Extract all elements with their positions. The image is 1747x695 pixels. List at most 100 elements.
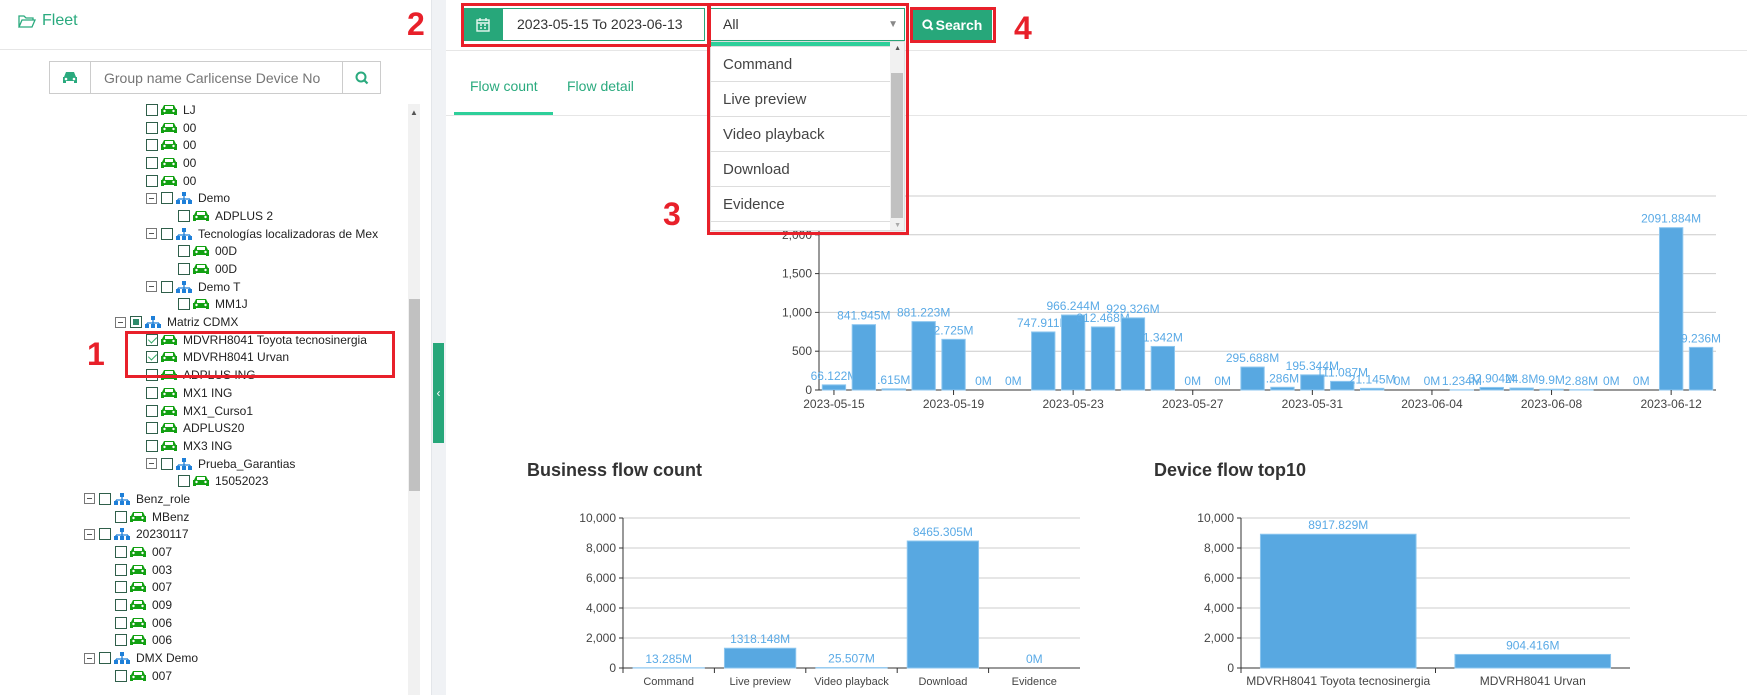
checkbox[interactable] (146, 104, 158, 116)
collapse-toggle-icon[interactable] (115, 316, 126, 328)
tree-device[interactable]: 006 (0, 632, 405, 650)
collapse-toggle-icon[interactable] (84, 493, 95, 505)
tree-group[interactable]: Demo (0, 189, 405, 207)
tree-group[interactable]: Prueba_Garantias (0, 455, 405, 473)
tree-group[interactable]: Matriz CDMX (0, 313, 405, 331)
checkbox[interactable] (178, 245, 190, 258)
tree-device[interactable]: 007 (0, 579, 405, 597)
dropdown-scrollbar[interactable]: ▲ ▼ (890, 42, 904, 230)
tree-label: 20230117 (136, 527, 189, 542)
tree-group[interactable]: Tecnologías localizadoras de Mex (0, 225, 405, 243)
tree-group[interactable]: Demo T (0, 278, 405, 296)
scroll-up-arrow-icon[interactable]: ▲ (410, 108, 418, 117)
tree-device[interactable]: 00D (0, 243, 405, 261)
checkbox[interactable] (146, 174, 158, 187)
checkbox[interactable] (99, 652, 111, 665)
fleet-search-input[interactable] (91, 62, 342, 93)
dropdown-option-video-playback[interactable]: Video playback (711, 117, 891, 152)
collapse-toggle-icon[interactable] (146, 192, 157, 204)
checkbox[interactable] (99, 528, 111, 541)
tree-device[interactable]: 00D (0, 260, 405, 278)
tree-label: Demo T (198, 279, 241, 294)
scroll-up-arrow-icon[interactable]: ▲ (894, 45, 901, 52)
collapse-toggle-icon[interactable] (146, 458, 157, 470)
checkbox[interactable] (115, 599, 127, 612)
checkbox[interactable] (146, 351, 158, 364)
tab-flow-detail[interactable]: Flow detail (567, 78, 634, 94)
checkbox[interactable] (161, 280, 173, 293)
tree-device[interactable]: MX1_Curso1 (0, 402, 405, 420)
tree-device[interactable]: 003 (0, 561, 405, 579)
tree-device[interactable]: 15052023 (0, 472, 405, 490)
tree-device[interactable]: 00 (0, 154, 405, 172)
tree-device[interactable]: MDVRH8041 Toyota tecnosinergia (0, 331, 405, 349)
dropdown-option-command[interactable]: Command (711, 47, 891, 82)
checkbox[interactable] (146, 439, 158, 452)
collapse-toggle-icon[interactable] (146, 281, 157, 293)
checkbox[interactable] (161, 227, 173, 240)
tree-group[interactable]: Benz_role (0, 490, 405, 508)
checkbox[interactable] (130, 316, 142, 329)
checkbox[interactable] (115, 510, 127, 523)
fleet-header[interactable]: Fleet (18, 12, 78, 30)
tree-device[interactable]: 00 (0, 119, 405, 137)
checkbox[interactable] (146, 121, 158, 134)
tree-device[interactable]: 007 (0, 667, 405, 685)
tree-scrollbar-thumb[interactable] (409, 299, 420, 491)
checkbox[interactable] (115, 669, 127, 682)
checkbox[interactable] (146, 386, 158, 399)
checkbox[interactable] (161, 192, 173, 205)
dropdown-scrollbar-thumb[interactable] (891, 73, 903, 218)
tree-device[interactable]: MX3 ING (0, 437, 405, 455)
checkbox[interactable] (146, 422, 158, 435)
tree-device[interactable]: 007 (0, 543, 405, 561)
checkbox[interactable] (146, 156, 158, 169)
checkbox[interactable] (146, 333, 158, 346)
checkbox[interactable] (146, 404, 158, 417)
vehicle-filter-button[interactable] (50, 62, 91, 93)
checkbox[interactable] (99, 492, 111, 505)
x-tick-label: MDVRH8041 Toyota tecnosinergia (1246, 674, 1430, 688)
collapse-sidebar-button[interactable]: ‹ (433, 343, 444, 443)
tree-group[interactable]: 20230117 (0, 526, 405, 544)
collapse-toggle-icon[interactable] (84, 652, 95, 664)
collapse-toggle-icon[interactable] (146, 228, 157, 240)
tree-device[interactable]: 00 (0, 136, 405, 154)
checkbox[interactable] (115, 546, 127, 559)
checkbox[interactable] (178, 209, 190, 222)
collapse-toggle-icon[interactable] (84, 528, 95, 540)
search-button[interactable]: Search (912, 10, 992, 40)
y-tick-label: 10,000 (579, 511, 616, 525)
checkbox[interactable] (178, 298, 190, 311)
tree-device[interactable]: 00 (0, 172, 405, 190)
checkbox[interactable] (161, 457, 173, 470)
checkbox[interactable] (178, 475, 190, 488)
checkbox[interactable] (146, 139, 158, 152)
checkbox[interactable] (115, 616, 127, 629)
tree-device[interactable]: 006 (0, 614, 405, 632)
scroll-down-arrow-icon[interactable]: ▼ (894, 222, 901, 229)
tree-group[interactable]: DMX Demo (0, 649, 405, 667)
x-tick-label: 2023-06-08 (1521, 397, 1583, 411)
dropdown-option-live-preview[interactable]: Live preview (711, 82, 891, 117)
dropdown-option-evidence[interactable]: Evidence (711, 187, 891, 222)
fleet-search-button[interactable] (342, 62, 380, 93)
tree-device[interactable]: ADPLUS20 (0, 419, 405, 437)
tree-device[interactable]: ADPLUS 2 (0, 207, 405, 225)
tab-flow-count[interactable]: Flow count (470, 78, 538, 94)
checkbox[interactable] (115, 581, 127, 594)
tree-device[interactable]: MM1J (0, 296, 405, 314)
dropdown-option-all[interactable]: All (711, 42, 891, 47)
checkbox[interactable] (178, 263, 190, 276)
flow-type-select[interactable]: All ▼ (710, 8, 905, 41)
tree-device[interactable]: LJ (0, 104, 405, 119)
checkbox[interactable] (115, 634, 127, 647)
tree-device[interactable]: 009 (0, 596, 405, 614)
tree-device[interactable]: MX1 ING (0, 384, 405, 402)
data-label: 24.8M (1505, 372, 1538, 386)
tree-device[interactable]: MDVRH8041 Urvan (0, 349, 405, 367)
checkbox[interactable] (115, 563, 127, 576)
tree-label: 00 (183, 173, 197, 188)
dropdown-option-download[interactable]: Download (711, 152, 891, 187)
tree-device[interactable]: MBenz (0, 508, 405, 526)
